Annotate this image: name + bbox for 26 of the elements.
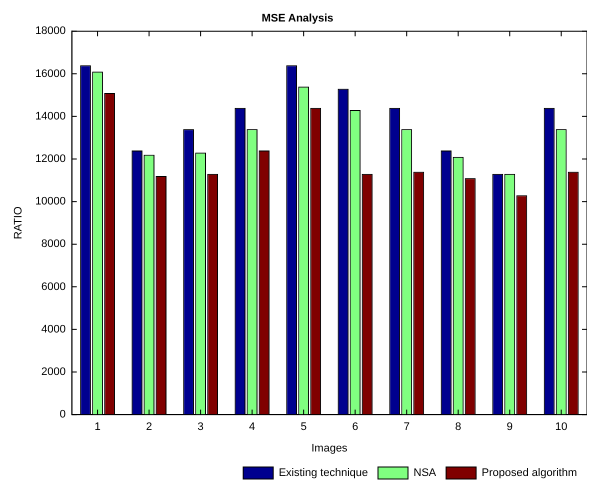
y-tick-label: 8000 [41, 238, 66, 250]
x-tick-label: 9 [506, 421, 513, 434]
x-tick-label: 3 [198, 421, 204, 434]
y-tick-label: 10000 [35, 196, 66, 208]
x-tick-label: 7 [404, 421, 410, 434]
legend-label: Proposed algorithm [482, 467, 578, 480]
y-tick-label: 18000 [35, 25, 66, 38]
legend-label: NSA [413, 467, 437, 480]
x-tick-label: 8 [455, 421, 462, 434]
y-tick-label: 12000 [35, 153, 66, 166]
chart-title: MSE Analysis [262, 12, 334, 25]
x-tick-label: 2 [146, 421, 152, 434]
y-axis-title: RATIO [12, 206, 25, 240]
x-axis-title: Images [311, 442, 348, 454]
y-tick-label: 0 [60, 408, 66, 421]
x-tick-label: 6 [352, 421, 358, 434]
x-tick-label: 4 [249, 421, 256, 434]
x-tick-label: 10 [555, 421, 568, 434]
x-tick-label: 5 [300, 421, 307, 434]
y-tick-label: 4000 [41, 323, 66, 336]
y-tick-label: 14000 [35, 110, 66, 122]
legend-label: Existing technique [278, 467, 368, 480]
y-tick-label: 6000 [41, 280, 66, 293]
x-tick-label: 1 [94, 421, 101, 434]
y-tick-label: 16000 [35, 68, 66, 80]
y-tick-label: 2000 [41, 366, 66, 378]
